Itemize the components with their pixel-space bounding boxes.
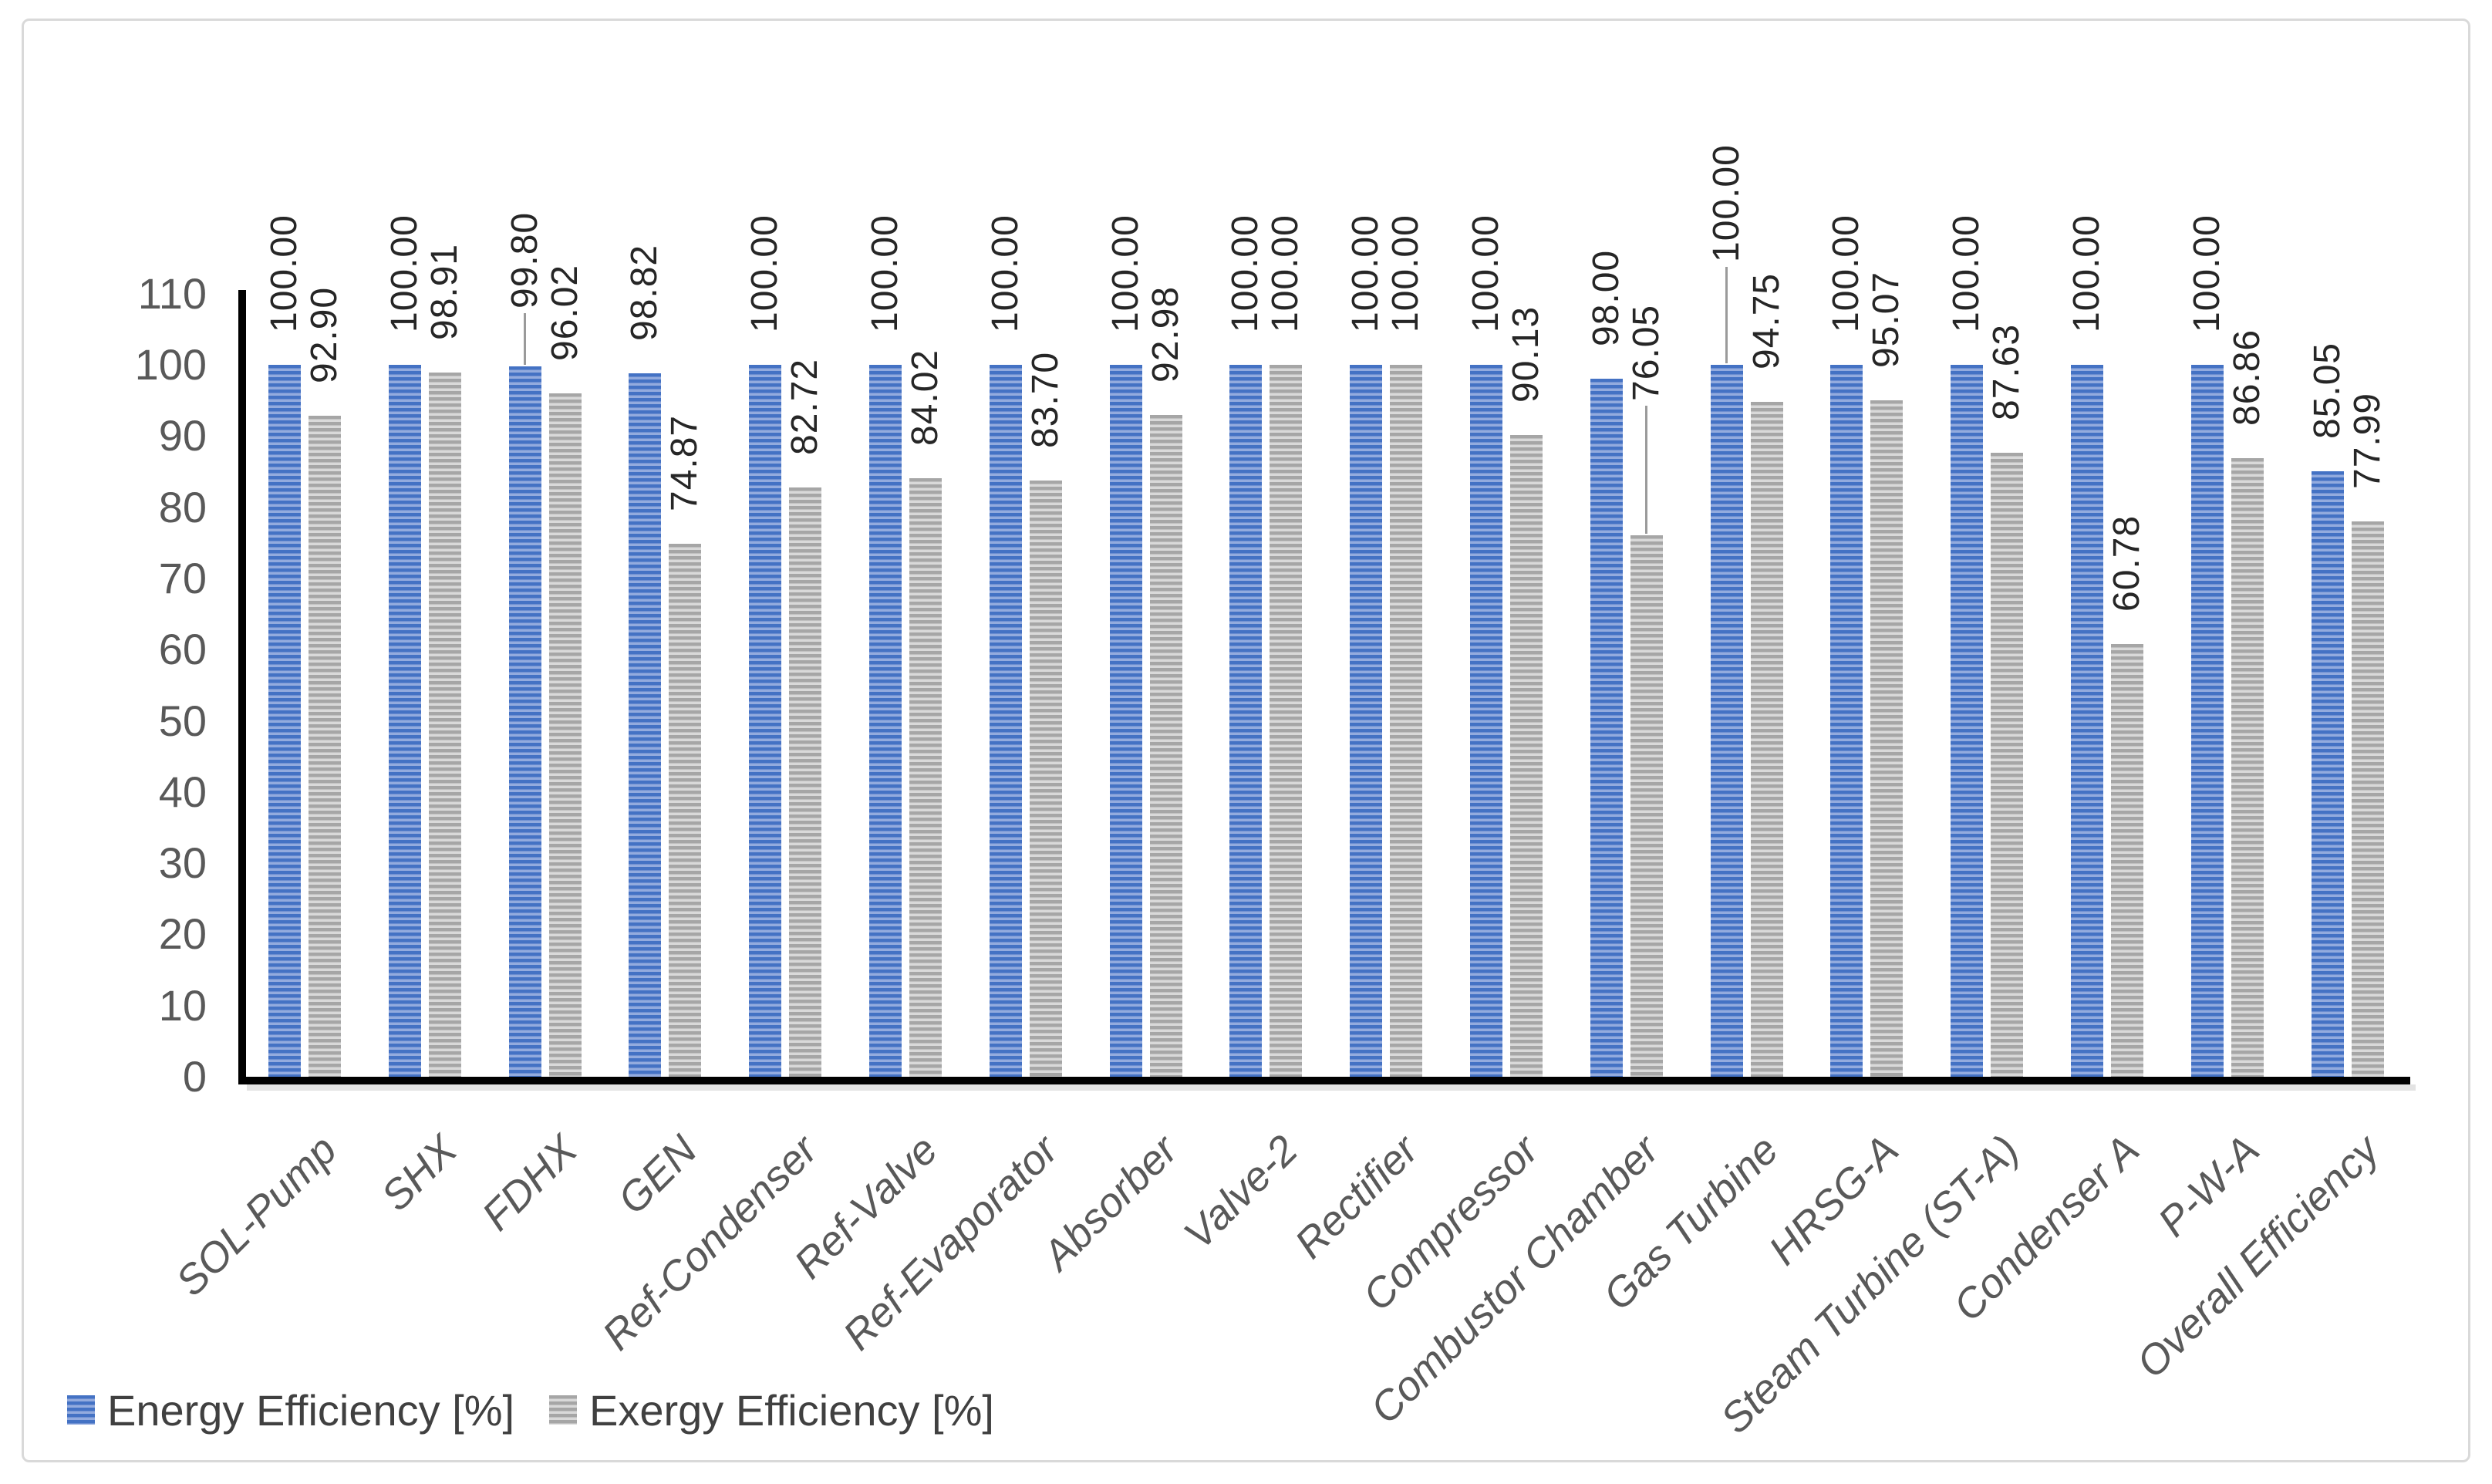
energy-value-label-shx: 100.00	[383, 214, 425, 332]
exergy-value-label-absorber: 92.98	[1145, 285, 1186, 383]
energy-bar-hrsg-a	[1830, 365, 1863, 1077]
exergy-efficiency-swatch-icon	[549, 1395, 577, 1425]
exergy-value-label-combustor-chamber: 76.05	[1625, 304, 1667, 402]
y-tick-label-70: 70	[158, 553, 207, 602]
exergy-value-label-gen: 74.87	[664, 414, 706, 511]
energy-bar-p-w-a	[2190, 365, 2224, 1077]
exergy-bar-valve-2	[1270, 365, 1303, 1077]
y-tick-label-80: 80	[158, 482, 207, 531]
y-tick-label-40: 40	[158, 767, 207, 816]
energy-value-label-overall-efficiency: 85.05	[2306, 342, 2348, 439]
energy-bar-ref-evaporator	[989, 365, 1022, 1077]
energy-efficiency-swatch-icon	[67, 1395, 95, 1425]
energy-value-label-hrsg-a: 100.00	[1826, 214, 1867, 332]
energy-value-label-sol-pump: 100.00	[264, 214, 305, 332]
energy-bar-gen	[629, 373, 662, 1077]
energy-value-label-fdhx: 99.80	[504, 211, 545, 309]
exergy-value-label-ref-condenser: 82.72	[784, 359, 826, 456]
exergy-bar-hrsg-a	[1870, 400, 1904, 1077]
energy-value-label-absorber: 100.00	[1104, 214, 1146, 332]
exergy-value-label-sol-pump: 92.90	[304, 286, 345, 383]
exergy-bar-ref-evaporator	[1029, 481, 1062, 1077]
energy-value-label-gas-turbine: 100.00	[1705, 144, 1747, 262]
exergy-bar-condenser-a	[2111, 644, 2143, 1077]
energy-value-label-compressor: 100.00	[1465, 214, 1506, 332]
exergy-value-label-steam-turbine-st-a-: 87.63	[1986, 324, 2028, 421]
y-tick-label-100: 100	[134, 340, 207, 389]
energy-bar-overall-efficiency	[2311, 470, 2344, 1077]
energy-bar-steam-turbine-st-a-	[1951, 365, 1984, 1077]
exergy-bar-p-w-a	[2231, 458, 2264, 1077]
y-tick-label-10: 10	[158, 980, 207, 1030]
exergy-bar-rectifier	[1390, 365, 1423, 1077]
energy-value-label-combustor-chamber: 98.00	[1585, 250, 1627, 347]
exergy-bar-sol-pump	[309, 415, 341, 1077]
energy-value-label-condenser-a: 100.00	[2066, 214, 2107, 332]
energy-value-label-p-w-a: 100.00	[2186, 214, 2227, 332]
legend-label-exergy: Exergy Efficiency [%]	[589, 1385, 994, 1435]
exergy-bar-gas-turbine	[1750, 402, 1783, 1077]
energy-bar-gas-turbine	[1710, 365, 1743, 1077]
legend-item-exergy-efficiency: Exergy Efficiency [%]	[549, 1385, 994, 1435]
exergy-value-label-ref-valve: 84.02	[905, 349, 946, 447]
energy-value-label-ref-condenser: 100.00	[744, 214, 786, 332]
exergy-value-label-rectifier: 100.00	[1385, 214, 1427, 332]
exergy-value-label-hrsg-a: 95.07	[1866, 271, 1907, 368]
energy-bar-ref-condenser	[749, 365, 782, 1077]
energy-value-label-steam-turbine-st-a-: 100.00	[1946, 214, 1988, 332]
y-tick-label-90: 90	[158, 411, 207, 460]
energy-bar-sol-pump	[268, 365, 301, 1077]
exergy-value-label-ref-evaporator: 83.70	[1024, 352, 1066, 449]
exergy-bar-ref-valve	[909, 478, 942, 1077]
energy-bar-fdhx	[508, 366, 541, 1077]
exergy-value-label-compressor: 90.13	[1506, 305, 1546, 403]
exergy-value-label-shx: 98.91	[423, 243, 465, 341]
exergy-bar-fdhx	[548, 393, 582, 1077]
exergy-value-label-fdhx: 96.02	[544, 264, 585, 361]
leader-line-combustor-chamber	[1645, 406, 1648, 535]
leader-line-fdhx	[524, 312, 527, 365]
y-tick-label-30: 30	[158, 838, 207, 888]
energy-bar-ref-valve	[869, 365, 902, 1077]
exergy-value-label-gas-turbine: 94.75	[1745, 273, 1787, 370]
y-tick-label-20: 20	[158, 909, 207, 959]
y-axis-line	[238, 290, 246, 1084]
x-axis-line	[238, 1077, 2410, 1084]
legend-item-energy-efficiency: Energy Efficiency [%]	[67, 1385, 515, 1435]
exergy-bar-ref-condenser	[789, 487, 822, 1077]
energy-value-label-ref-evaporator: 100.00	[984, 214, 1026, 332]
exergy-value-label-condenser-a: 60.78	[2106, 514, 2147, 612]
energy-bar-condenser-a	[2071, 365, 2103, 1077]
energy-bar-rectifier	[1350, 365, 1383, 1077]
energy-bar-absorber	[1109, 365, 1142, 1077]
y-tick-label-0: 0	[182, 1052, 207, 1101]
chart-legend: Energy Efficiency [%] Exergy Efficiency …	[0, 1385, 2492, 1435]
energy-value-label-valve-2: 100.00	[1225, 214, 1266, 332]
energy-bar-combustor-chamber	[1590, 379, 1623, 1077]
exergy-bar-absorber	[1149, 414, 1182, 1077]
leader-line-gas-turbine	[1725, 267, 1728, 363]
exergy-bar-shx	[428, 373, 461, 1077]
exergy-bar-steam-turbine-st-a-	[1991, 453, 2024, 1077]
exergy-value-label-overall-efficiency: 77.99	[2346, 393, 2388, 490]
energy-value-label-rectifier: 100.00	[1345, 214, 1387, 332]
energy-value-label-ref-valve: 100.00	[865, 214, 905, 332]
legend-label-energy: Energy Efficiency [%]	[107, 1385, 515, 1435]
energy-value-label-gen: 98.82	[624, 244, 666, 341]
y-tick-label-60: 60	[158, 625, 207, 674]
exergy-bar-combustor-chamber	[1630, 535, 1663, 1077]
exergy-value-label-p-w-a: 86.86	[2226, 329, 2268, 427]
exergy-value-label-valve-2: 100.00	[1265, 214, 1307, 332]
exergy-bar-gen	[669, 543, 702, 1077]
energy-bar-shx	[388, 365, 421, 1077]
y-tick-label-50: 50	[158, 696, 207, 745]
exergy-bar-overall-efficiency	[2351, 521, 2384, 1077]
energy-bar-compressor	[1470, 365, 1502, 1077]
exergy-bar-compressor	[1510, 435, 1543, 1077]
y-tick-label-110: 110	[137, 268, 207, 318]
energy-bar-valve-2	[1229, 365, 1263, 1077]
x-axis-shadow	[247, 1084, 2416, 1091]
